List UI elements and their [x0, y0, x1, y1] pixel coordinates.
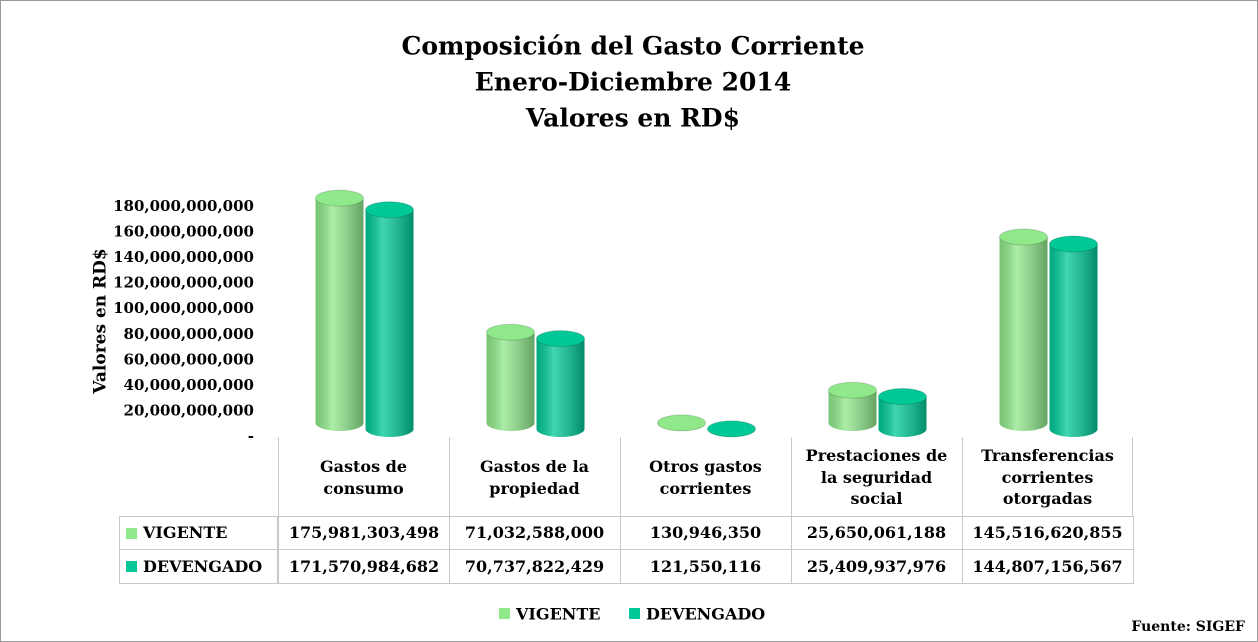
category-label: Gastos de consumo [319, 456, 408, 498]
bar-shade [828, 390, 877, 431]
bar-top [365, 201, 414, 219]
category-label: Otros gastos corrientes [649, 456, 762, 498]
table-divider [962, 437, 963, 516]
table-value: 25,409,937,976 [791, 550, 963, 584]
y-tick-label: 80,000,000,000 [124, 325, 254, 343]
legend-swatch [126, 527, 137, 539]
legend-label: DEVENGADO [646, 605, 765, 624]
y-tick-label: 160,000,000,000 [113, 223, 254, 241]
bar-shade [536, 338, 585, 437]
table-value: 144,807,156,567 [962, 550, 1134, 584]
bar-top [999, 228, 1048, 246]
legend-swatch [629, 608, 640, 619]
bar-shade [365, 209, 414, 437]
chart-title: Composición del Gasto Corriente [401, 32, 864, 61]
bar-top [657, 414, 706, 432]
y-tick-label: 180,000,000,000 [113, 197, 254, 215]
bar-shade [878, 396, 927, 437]
bar-shade [315, 198, 364, 431]
y-tick-label: 140,000,000,000 [113, 248, 254, 266]
bar-shade [1049, 243, 1098, 437]
table-value: 25,650,061,188 [791, 516, 963, 550]
table-row-label: VIGENTE [119, 516, 278, 550]
legend-swatch [499, 608, 510, 619]
bar-shade [486, 332, 535, 431]
y-tick-label: 100,000,000,000 [113, 299, 254, 317]
table-value: 71,032,588,000 [449, 516, 621, 550]
bar-top [707, 420, 756, 438]
bar-top [315, 189, 364, 207]
legend-label: VIGENTE [515, 605, 600, 624]
bar-top [1049, 235, 1098, 253]
chart-title: Valores en RD$ [525, 104, 740, 133]
table-series-name: VIGENTE [143, 523, 228, 543]
table-value: 145,516,620,855 [962, 516, 1134, 550]
table-divider [449, 437, 450, 516]
category-label: Prestaciones de la seguridad social [805, 446, 948, 509]
y-axis-title: Valores en RD$ [91, 248, 111, 395]
y-tick-label: - [248, 427, 254, 445]
table-row-label: DEVENGADO [119, 550, 278, 584]
table-border [278, 437, 1133, 516]
bar-top [878, 388, 927, 406]
y-tick-label: 40,000,000,000 [124, 376, 254, 394]
table-value: 175,981,303,498 [278, 516, 450, 550]
chart-title: Enero-Diciembre 2014 [475, 68, 791, 97]
y-tick-label: 20,000,000,000 [124, 401, 254, 419]
table-value: 171,570,984,682 [278, 550, 450, 584]
table-value: 70,737,822,429 [449, 550, 621, 584]
table-value: 130,946,350 [620, 516, 792, 550]
bar-top [486, 323, 535, 341]
y-tick-label: 60,000,000,000 [124, 350, 254, 368]
legend-swatch [126, 561, 137, 572]
table-series-name: DEVENGADO [143, 556, 263, 576]
y-tick-label: 120,000,000,000 [113, 274, 254, 292]
source: Fuente: SIGEF [1131, 619, 1245, 635]
bar-top [828, 381, 877, 399]
table-value: 121,550,116 [620, 550, 792, 584]
table-divider [791, 437, 792, 516]
bar-top [536, 330, 585, 348]
bar-shade [999, 237, 1048, 431]
category-label: Gastos de la propiedad [479, 456, 590, 498]
category-label: Transferencias corrientes otorgadas [981, 446, 1114, 509]
table-divider [620, 437, 621, 516]
